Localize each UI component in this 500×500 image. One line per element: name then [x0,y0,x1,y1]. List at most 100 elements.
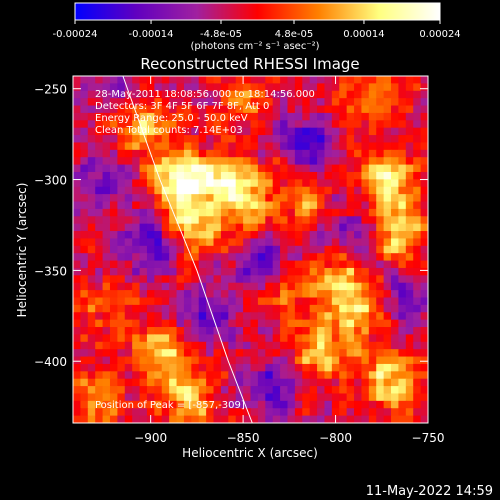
heatmap-cell [206,245,215,254]
heatmap-cell [109,260,118,269]
heatmap-cell [220,245,229,254]
heatmap-cell [243,349,252,358]
heatmap-cell [405,127,414,136]
heatmap-cell [383,334,392,343]
heatmap-cell [243,90,252,99]
heatmap-cell [331,216,340,225]
heatmap-cell [339,297,348,306]
heatmap-cell [265,341,274,350]
heatmap-cell [235,378,244,387]
heatmap-cell [243,327,252,335]
heatmap-cell [346,312,355,321]
heatmap-cell [391,260,400,269]
heatmap-cell [280,120,289,129]
heatmap-cell [383,135,392,144]
heatmap-cell [287,400,296,409]
heatmap-cell [87,83,96,92]
heatmap-cell [420,253,428,262]
heatmap-cell [376,201,385,210]
heatmap-cell [287,216,296,225]
heatmap-cell [176,363,185,372]
heatmap-cell [287,231,296,240]
heatmap-cell [198,245,207,254]
heatmap-cell [154,120,163,129]
heatmap-cell [287,371,296,380]
heatmap-cell [287,194,296,203]
heatmap-cell [287,120,296,129]
heatmap-cell [250,275,259,284]
heatmap-cell [361,341,370,350]
heatmap-cell [109,297,118,306]
heatmap-cell [146,231,155,240]
heatmap-cell [169,386,178,395]
heatmap-cell [102,290,111,299]
heatmap-cell [287,304,296,313]
heatmap-cell [139,386,148,395]
heatmap-cell [169,157,178,166]
heatmap-cell [331,260,340,269]
heatmap-cell [331,312,340,321]
heatmap-cell [317,179,326,188]
heatmap-cell [95,142,104,151]
x-tick-label: −750 [412,431,445,445]
heatmap-cell [354,149,363,158]
heatmap-cell [132,194,141,203]
heatmap-cell [324,83,333,92]
heatmap-cell [213,238,222,247]
heatmap-cell [302,349,311,358]
heatmap-cell [294,349,303,358]
heatmap-cell [206,349,215,358]
heatmap-cell [87,334,96,343]
heatmap-cell [80,135,89,144]
heatmap-cell [124,223,133,232]
heatmap-cell [191,179,200,188]
heatmap-cell [228,120,237,129]
heatmap-cell [176,127,185,136]
heatmap-cell [302,371,311,380]
heatmap-cell [191,319,200,328]
heatmap-cell [191,223,200,232]
heatmap-cell [139,142,148,151]
heatmap-cell [220,356,229,365]
heatmap-cell [413,408,422,417]
heatmap-cell [413,260,422,269]
heatmap-cell [80,393,89,402]
heatmap-cell [87,171,96,180]
heatmap-cell [361,83,370,92]
heatmap-cell [317,290,326,299]
heatmap-cell [191,304,200,313]
heatmap-cell [109,231,118,240]
heatmap-cell [368,327,377,335]
heatmap-cell [265,304,274,313]
heatmap-cell [228,371,237,380]
heatmap-cell [354,393,363,402]
heatmap-cell [272,142,281,151]
heatmap-cell [132,312,141,321]
heatmap-cell [324,105,333,114]
heatmap-cell [302,157,311,166]
heatmap-cell [257,408,266,417]
heatmap-cell [206,275,215,284]
heatmap-cell [102,378,111,387]
heatmap-cell [183,127,192,136]
heatmap-cell [161,378,170,387]
heatmap-cell [183,290,192,299]
heatmap-cell [324,216,333,225]
heatmap-cell [302,312,311,321]
annotations: 28-May-2011 18:08:56.000 to 18:14:56.000… [95,89,315,136]
heatmap-cell [183,297,192,306]
heatmap-cell [161,245,170,254]
heatmap-cell [139,349,148,358]
heatmap-cell [183,157,192,166]
heatmap-cell [176,149,185,158]
heatmap-cell [102,312,111,321]
heatmap-cell [302,90,311,99]
heatmap-cell [257,319,266,328]
heatmap-cell [324,142,333,151]
heatmap-cell [331,275,340,284]
heatmap-cell [368,356,377,365]
heatmap-cell [102,408,111,417]
heatmap-cell [265,201,274,210]
heatmap-cell [213,408,222,417]
heatmap-cell [176,378,185,387]
